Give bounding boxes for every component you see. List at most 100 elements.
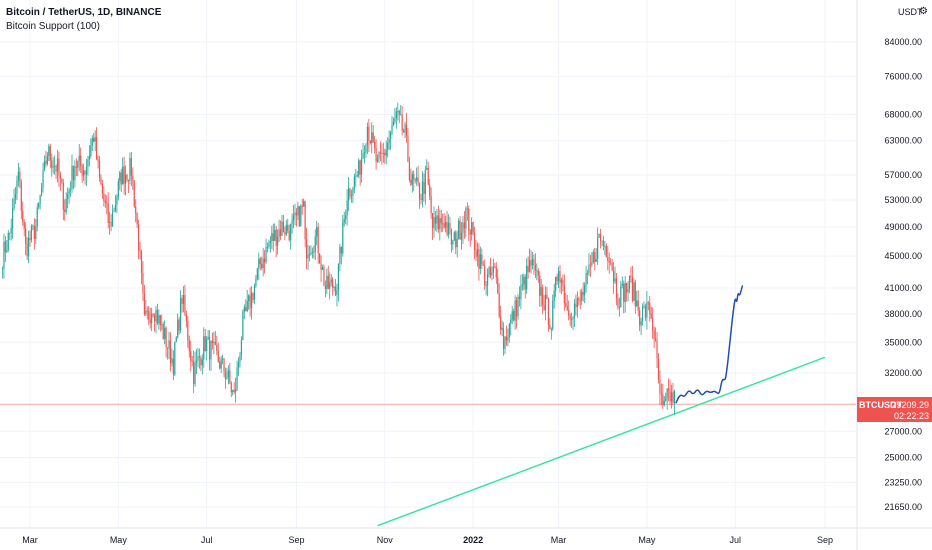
price-badge: BTCUSDT 29209.29 02:22:23 [857,397,932,422]
price-axis[interactable]: 84000.00 76000.00 68000.00 63000.00 57000.00… [856,0,922,550]
candle [598,233,600,239]
candle [458,218,460,240]
candle [484,259,486,290]
candle [557,266,560,289]
candle [449,216,451,235]
candle [223,358,225,378]
candle [304,200,306,248]
candle [570,312,573,328]
candle [408,156,410,183]
indicator-label[interactable]: Bitcoin Support (100) [6,21,100,32]
candle [266,242,269,253]
candle [49,143,51,169]
candle [20,179,22,220]
candle [434,211,437,231]
candle [595,248,597,263]
candle [111,204,114,228]
candle [398,109,400,124]
candle [659,370,661,406]
candle [98,155,101,182]
candle [43,155,46,172]
candle [248,294,250,310]
time-axis[interactable]: Mar May Jul Sep Nov 2022 Mar May Jul Sep [0,527,932,545]
candle [584,282,586,304]
candle [498,283,500,319]
candle [644,303,647,321]
candle [630,266,632,283]
candle [308,245,311,262]
price-tick-label: 25000.00 [884,453,922,463]
price-tick-label: 27000.00 [884,426,922,436]
candle [337,263,340,302]
candle [495,262,497,284]
candle [4,236,6,262]
candle [455,230,457,254]
candle [482,260,484,267]
candle [429,179,431,201]
candle [401,105,403,136]
candle [161,314,163,331]
candle [350,189,353,203]
candle [59,171,62,191]
candle [485,280,487,296]
candle [666,388,668,410]
candle [230,381,232,397]
candle [246,289,248,313]
candle [374,135,376,154]
candle [3,233,5,279]
candle [620,280,622,308]
candle [460,222,463,250]
candle [35,218,37,244]
candle [653,326,655,349]
candle [387,137,389,158]
candle [12,198,14,239]
settings-icon[interactable]: ⚙ [919,6,928,17]
candle [285,220,287,237]
currency-selector[interactable]: USDT [898,7,923,17]
candle [410,168,412,187]
candle [271,225,273,250]
candle [353,173,355,194]
candle [13,188,15,211]
candle [326,268,328,295]
candle [40,182,43,197]
candle [366,122,369,155]
candle [17,162,20,187]
candle [26,237,28,261]
candle [142,261,144,301]
badge-price: 29209.29 [891,400,929,410]
candle [403,128,405,133]
projection-path[interactable] [675,285,744,404]
candle [389,130,392,150]
candle [491,265,493,281]
candle [436,209,438,232]
candle [58,151,60,187]
candle [256,267,258,281]
candle [437,205,439,233]
symbol-title[interactable]: Bitcoin / TetherUS, 1D, BINANCE [6,7,162,18]
candle [640,317,642,336]
candle [90,138,92,159]
support-line[interactable] [377,356,826,527]
candle [646,290,648,330]
projection-line[interactable] [675,285,744,404]
candle [319,253,321,264]
candle [329,272,331,300]
candle [526,258,528,295]
candle [608,252,610,274]
candle [332,276,334,296]
candle [201,354,203,375]
candle [453,231,455,241]
candle [420,193,422,205]
candle [361,149,363,183]
candle [136,212,138,228]
support-trendline[interactable] [377,356,826,527]
candle [539,271,541,307]
candle [213,331,215,355]
candle [156,303,159,325]
candle [673,389,675,415]
candle [355,168,357,187]
candle [123,156,125,195]
candle [560,277,563,294]
